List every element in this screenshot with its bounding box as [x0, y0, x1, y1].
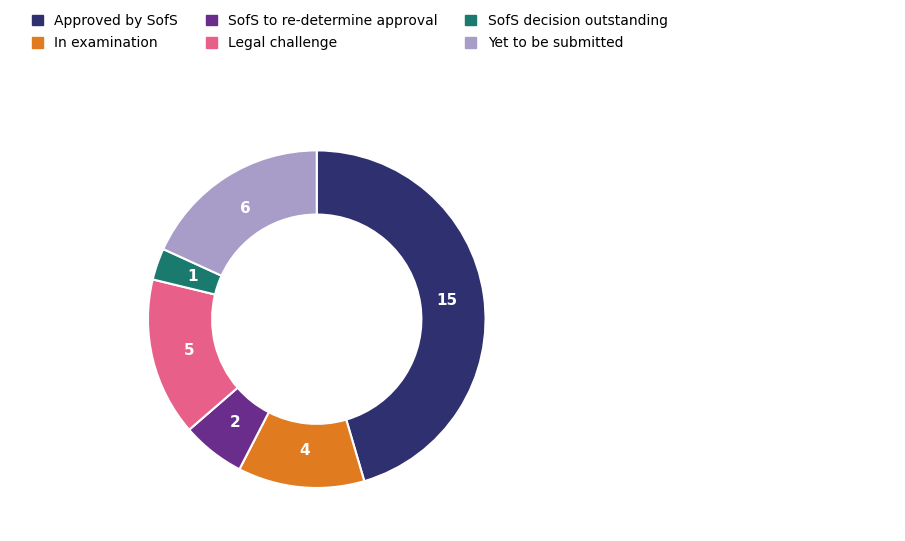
Text: 4: 4: [299, 443, 310, 458]
Wedge shape: [148, 279, 238, 430]
Text: 2: 2: [230, 415, 241, 430]
Text: 5: 5: [184, 343, 194, 358]
Wedge shape: [240, 412, 365, 488]
Wedge shape: [153, 249, 222, 294]
Legend: Approved by SofS, In examination, SofS to re-determine approval, Legal challenge: Approved by SofS, In examination, SofS t…: [25, 7, 674, 57]
Text: 6: 6: [240, 201, 251, 216]
Text: 15: 15: [436, 293, 458, 308]
Wedge shape: [163, 150, 317, 276]
Text: 1: 1: [187, 269, 197, 283]
Wedge shape: [189, 388, 269, 469]
Wedge shape: [317, 150, 486, 481]
